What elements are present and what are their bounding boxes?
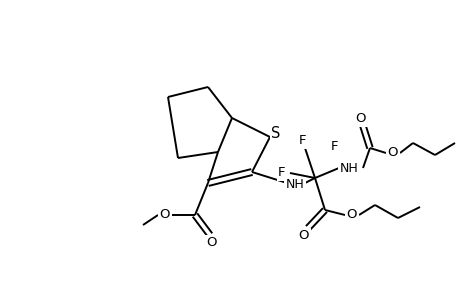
Text: F: F: [299, 134, 306, 148]
Text: NH: NH: [285, 178, 304, 191]
Text: F: F: [278, 167, 285, 179]
Text: O: O: [355, 112, 365, 125]
Text: O: O: [298, 230, 308, 242]
Text: O: O: [206, 236, 217, 250]
Text: O: O: [159, 208, 170, 221]
Text: S: S: [271, 125, 280, 140]
Text: O: O: [387, 146, 397, 160]
Text: O: O: [346, 208, 357, 221]
Text: NH: NH: [339, 161, 358, 175]
Text: F: F: [330, 140, 338, 152]
